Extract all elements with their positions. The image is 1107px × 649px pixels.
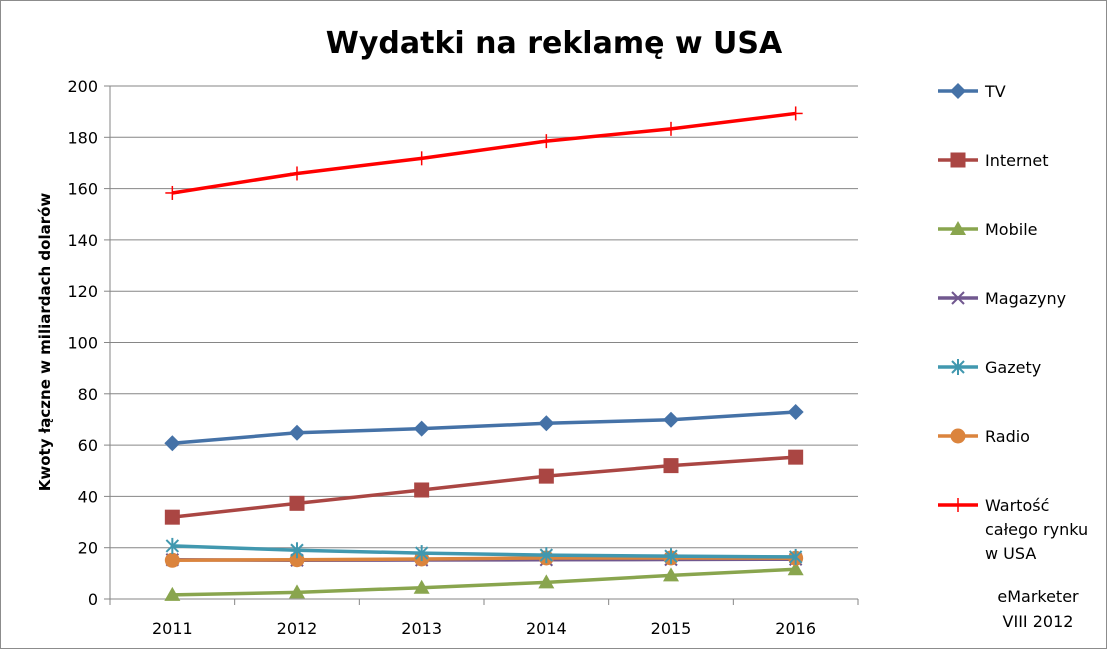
data-point-tv: [663, 411, 679, 428]
data-point-gazety: [414, 545, 429, 562]
series-line-mobile: [172, 567, 796, 597]
legend-item-mobile: Mobile: [938, 220, 1037, 239]
legend-marker: [950, 83, 966, 99]
series-line-internet: [172, 455, 796, 519]
data-point-gazety: [664, 548, 678, 565]
data-point-wartosc: [290, 166, 304, 181]
data-point-gazety: [165, 537, 180, 554]
data-point-tv: [413, 420, 430, 437]
data-point-mobile: [289, 584, 305, 599]
data-point-mobile: [787, 561, 804, 576]
legend-marker: [951, 498, 965, 512]
x-tick-label: 2016: [775, 619, 816, 638]
gridlines: [110, 85, 858, 549]
data-point-internet: [788, 449, 804, 465]
data-point-internet: [538, 468, 554, 484]
data-point-mobile: [538, 574, 555, 589]
data-point-wartosc: [165, 185, 180, 200]
data-point-gazety: [788, 548, 803, 565]
y-tick-label: 40: [78, 487, 98, 506]
y-tick-labels: 0 20 40 60 80 100 120 140 160 180 200: [67, 77, 110, 609]
x-tick-labels: 2011 2012 2013 2014 2015 2016: [109, 599, 859, 638]
series-mobile: [164, 561, 804, 601]
legend-item-wartosc: Wartość całego rynku w USA: [938, 496, 1088, 563]
series-gazety: [165, 537, 803, 565]
y-tick-label: 200: [67, 77, 98, 96]
legend-marker: [951, 291, 965, 305]
data-point-gazety: [290, 542, 304, 559]
data-point-mobile: [663, 567, 679, 582]
chart-title: Wydatki na reklamę w USA: [326, 26, 783, 61]
y-tick-label: 80: [78, 385, 98, 404]
series-group: [164, 106, 804, 601]
y-tick-label: 160: [67, 180, 98, 199]
y-tick-label: 180: [67, 128, 98, 147]
data-point-gazety: [539, 547, 554, 564]
data-point-radio: [164, 552, 180, 568]
legend-item-magazyny: Magazyny: [938, 289, 1066, 308]
data-point-internet: [663, 458, 679, 474]
data-point-internet: [414, 482, 430, 498]
x-tick-label: 2014: [526, 619, 567, 638]
data-point-mobile: [413, 579, 430, 594]
legend-label: Magazyny: [985, 289, 1066, 308]
data-point-wartosc: [664, 121, 678, 136]
legend-label: Gazety: [985, 358, 1041, 377]
legend-label: w USA: [985, 544, 1036, 563]
legend-marker: [950, 428, 966, 444]
series-line-wartosc: [172, 111, 796, 195]
data-point-wartosc: [788, 106, 803, 121]
legend-label: całego rynku: [985, 520, 1088, 539]
legend-label: Radio: [985, 427, 1030, 446]
source-line: eMarketer: [997, 587, 1079, 606]
series-line-tv: [172, 410, 796, 446]
legend-item-radio: Radio: [938, 427, 1030, 446]
y-tick-label: 0: [88, 590, 98, 609]
legend-marker: [950, 221, 966, 235]
data-point-radio: [289, 552, 305, 568]
x-tick-label: 2015: [651, 619, 692, 638]
legend: TV Internet Mobile Magazyny Gazety Radio Warto…: [938, 82, 1088, 563]
legend-label: Wartość: [985, 496, 1049, 515]
legend-marker: [951, 359, 965, 375]
y-tick-label: 120: [67, 282, 98, 301]
data-point-tv: [164, 435, 181, 452]
legend-marker: [950, 152, 966, 168]
data-point-mobile: [164, 586, 181, 601]
x-tick-label: 2013: [401, 619, 442, 638]
y-tick-label: 20: [78, 539, 98, 558]
data-point-wartosc: [414, 151, 429, 166]
y-tick-label: 60: [78, 436, 98, 455]
data-point-internet: [164, 509, 180, 525]
legend-item-gazety: Gazety: [938, 358, 1041, 377]
y-tick-label: 100: [67, 334, 98, 353]
data-point-wartosc: [539, 134, 554, 149]
source-note: eMarketer VIII 2012: [997, 587, 1079, 631]
x-tick-label: 2012: [277, 619, 318, 638]
series-tv: [164, 404, 804, 452]
x-tick-label: 2011: [152, 619, 193, 638]
source-line: VIII 2012: [1003, 612, 1074, 631]
legend-item-tv: TV: [938, 82, 1006, 101]
legend-item-internet: Internet: [938, 151, 1049, 170]
legend-label: Internet: [985, 151, 1049, 170]
series-line-gazety: [172, 544, 796, 559]
legend-label: Mobile: [985, 220, 1037, 239]
series-internet: [164, 449, 804, 525]
data-point-tv: [787, 404, 804, 421]
legend-label: TV: [984, 82, 1006, 101]
y-axis-label: Kwoty łączne w miliardach dolarów: [36, 193, 54, 492]
series-wartosc: [165, 106, 803, 200]
y-tick-label: 140: [67, 231, 98, 250]
data-point-tv: [538, 415, 555, 432]
data-point-tv: [289, 424, 305, 441]
data-point-internet: [289, 495, 305, 511]
